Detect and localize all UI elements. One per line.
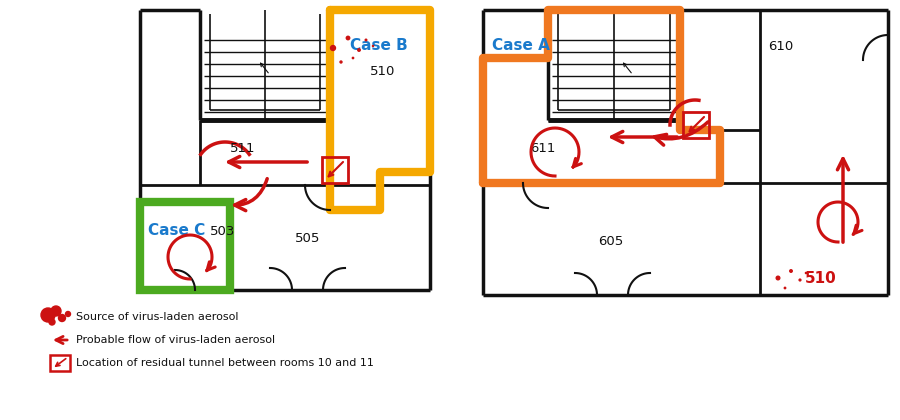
Bar bbox=[322, 157, 348, 183]
Text: 510: 510 bbox=[370, 65, 395, 78]
Text: 510: 510 bbox=[805, 271, 837, 286]
Circle shape bbox=[66, 312, 70, 317]
Circle shape bbox=[330, 45, 336, 50]
Bar bbox=[140, 202, 230, 290]
Text: Location of residual tunnel between rooms 10 and 11: Location of residual tunnel between room… bbox=[76, 358, 374, 368]
Circle shape bbox=[357, 49, 360, 51]
Circle shape bbox=[41, 308, 55, 322]
Text: Case A: Case A bbox=[492, 38, 550, 53]
Circle shape bbox=[799, 279, 801, 281]
Text: Case B: Case B bbox=[350, 38, 408, 53]
Text: Source of virus-laden aerosol: Source of virus-laden aerosol bbox=[76, 312, 238, 322]
Text: 511: 511 bbox=[230, 142, 256, 155]
Bar bbox=[50, 355, 70, 371]
Text: Probable flow of virus-laden aerosol: Probable flow of virus-laden aerosol bbox=[76, 335, 275, 345]
Text: 611: 611 bbox=[530, 142, 555, 155]
Circle shape bbox=[58, 315, 66, 321]
Bar bbox=[683, 112, 709, 138]
Text: 503: 503 bbox=[210, 225, 236, 238]
Circle shape bbox=[352, 57, 354, 59]
Circle shape bbox=[784, 287, 786, 289]
Circle shape bbox=[776, 276, 779, 280]
Circle shape bbox=[340, 61, 342, 63]
Circle shape bbox=[346, 36, 350, 40]
Circle shape bbox=[365, 39, 367, 41]
Circle shape bbox=[49, 319, 55, 325]
Text: 505: 505 bbox=[295, 232, 320, 245]
Circle shape bbox=[51, 306, 61, 316]
Text: 605: 605 bbox=[598, 235, 623, 248]
Text: Case C: Case C bbox=[148, 223, 205, 238]
Circle shape bbox=[789, 270, 792, 272]
Text: 610: 610 bbox=[768, 40, 793, 53]
